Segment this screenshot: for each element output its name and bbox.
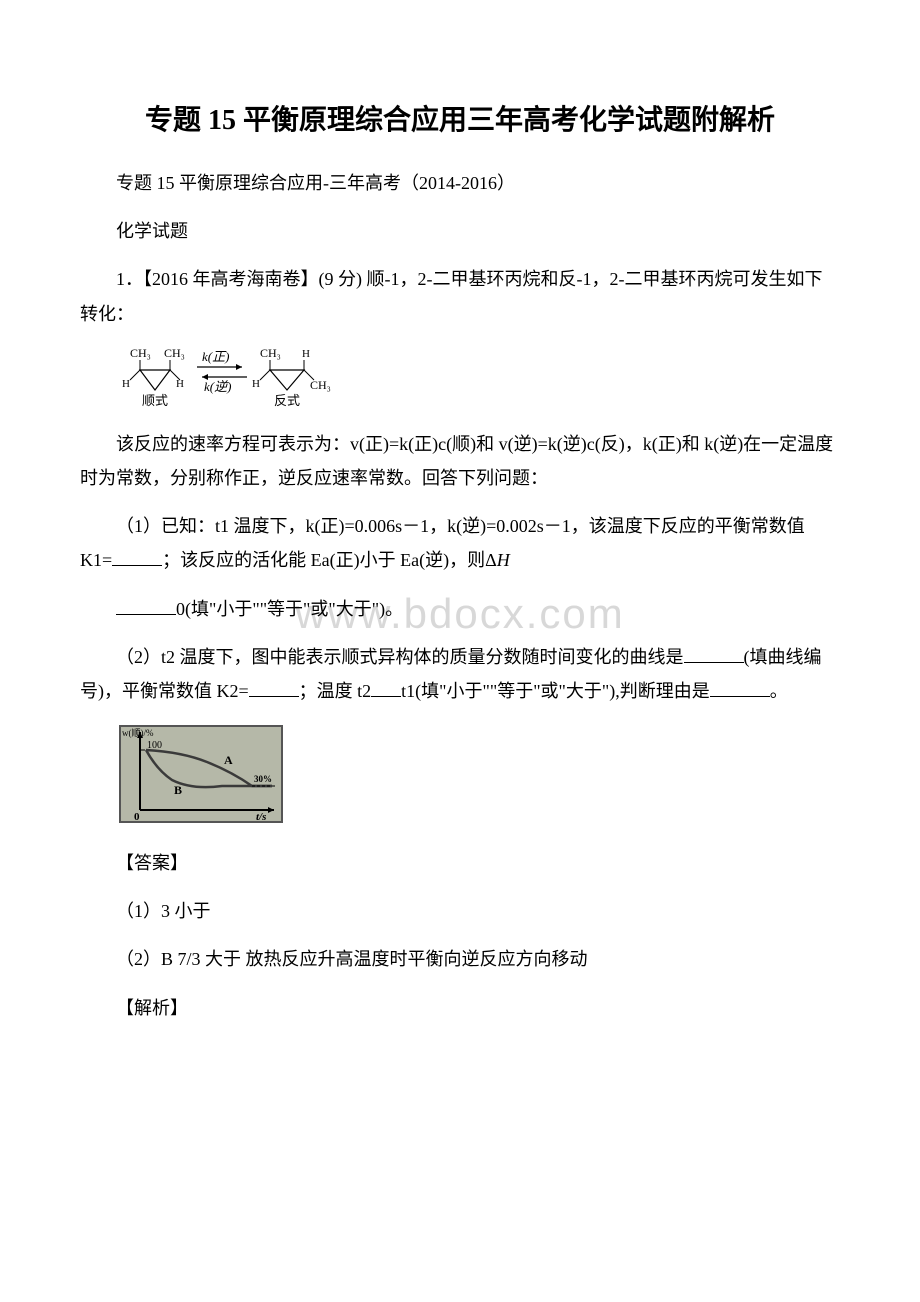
- k-forward: k(正): [202, 349, 229, 364]
- right-ch3-1: CH₃: [260, 346, 281, 360]
- left-h-2: H: [176, 378, 184, 390]
- graph-diagram: w(顺)/% 100 A B 30% t/s 0: [112, 722, 292, 832]
- right-h-top: H: [302, 348, 310, 360]
- left-ch3-2: CH₃: [164, 346, 185, 360]
- right-ch3-2: CH₃: [310, 378, 331, 392]
- answer-2: （2）B 7/3 大于 放热反应升高温度时平衡向逆反应方向移动: [80, 942, 840, 976]
- question-2: （2）t2 温度下，图中能表示顺式异构体的质量分数随时间变化的曲线是(填曲线编号…: [80, 640, 840, 708]
- curve-a-label: A: [224, 753, 233, 767]
- reaction-diagram: CH₃ CH₃ H H 顺式 k(正) k(逆) CH₃ H: [112, 345, 362, 413]
- left-ch3-1: CH₃: [130, 346, 151, 360]
- graph-origin: 0: [134, 811, 140, 823]
- left-label: 顺式: [142, 393, 168, 408]
- left-h-1: H: [122, 378, 130, 390]
- question-1-fill: 0(填"小于""等于"或"大于")。: [80, 592, 840, 626]
- section-label: 化学试题: [80, 214, 840, 248]
- graph-30pct: 30%: [254, 774, 272, 784]
- right-label: 反式: [274, 393, 300, 408]
- question-1: （1）已知：t1 温度下，k(正)=0.006s－1，k(逆)=0.002s－1…: [80, 509, 840, 577]
- rate-equation: 该反应的速率方程可表示为：v(正)=k(正)c(顺)和 v(逆)=k(逆)c(反…: [80, 427, 840, 495]
- right-h-bottom: H: [252, 378, 260, 390]
- question-intro: 1．【2016 年高考海南卷】(9 分) 顺-1，2-二甲基环丙烷和反-1，2-…: [80, 262, 840, 330]
- k-reverse: k(逆): [204, 379, 231, 394]
- analysis-label: 【解析】: [80, 991, 840, 1025]
- graph-ylabel: w(顺)/%: [122, 728, 154, 738]
- graph-xlabel: t/s: [256, 811, 266, 823]
- answer-label: 【答案】: [80, 846, 840, 880]
- document-title: 专题 15 平衡原理综合应用三年高考化学试题附解析: [80, 100, 840, 142]
- answer-1: （1）3 小于: [80, 894, 840, 928]
- curve-b-label: B: [174, 783, 182, 797]
- subtitle: 专题 15 平衡原理综合应用-三年高考（2014-2016）: [80, 166, 840, 200]
